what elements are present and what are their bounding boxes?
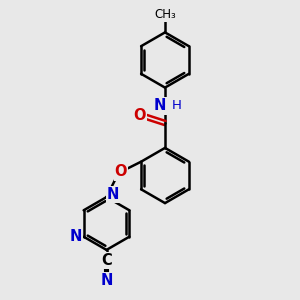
Text: N: N [107, 187, 119, 202]
Text: CH₃: CH₃ [154, 8, 176, 22]
Text: O: O [134, 108, 146, 123]
Text: O: O [115, 164, 127, 179]
Text: N: N [100, 273, 113, 288]
Text: H: H [172, 99, 181, 112]
Text: N: N [153, 98, 166, 113]
Text: N: N [70, 229, 82, 244]
Text: C: C [101, 253, 112, 268]
